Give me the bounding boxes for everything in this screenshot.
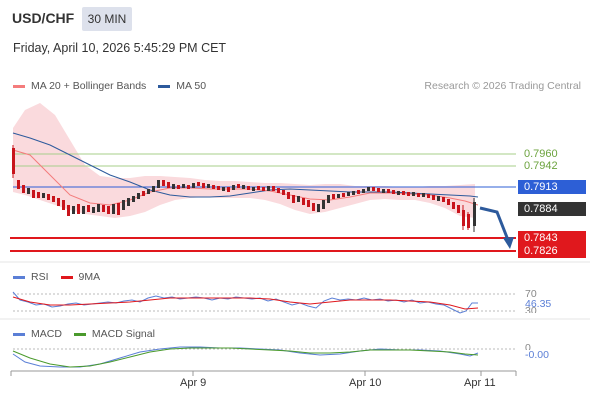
x-label-apr9: Apr 9 <box>180 377 207 389</box>
forecast-arrow <box>479 206 510 241</box>
x-label-apr10: Apr 10 <box>349 377 382 389</box>
legend-item-macd: MACD <box>13 328 62 340</box>
rsi-level-70-label: 70 <box>525 288 537 300</box>
legend-label: MA 50 <box>176 80 207 92</box>
legend-label: MA 20 + Bollinger Bands <box>31 80 147 92</box>
macd-swatch <box>13 332 25 336</box>
ma20-swatch <box>13 84 25 88</box>
legend-item-rsi: RSI <box>13 271 49 283</box>
last-price-tag: 0.7884 <box>518 202 586 216</box>
9ma-swatch <box>60 275 73 279</box>
macd-legend: MACD MACD Signal <box>13 328 167 340</box>
ma50-swatch <box>158 84 171 88</box>
rsi-legend: RSI 9MA <box>13 271 112 283</box>
legend-label: MACD <box>31 328 62 340</box>
timestamp: Friday, April 10, 2026 5:45:29 PM CET <box>13 41 227 55</box>
legend-label: RSI <box>31 271 49 283</box>
resistance-2-label: 0.7960 <box>524 148 558 160</box>
candles <box>12 145 476 232</box>
rsi-9ma-line <box>12 296 479 310</box>
research-credit: Research © 2026 Trading Central <box>424 80 581 92</box>
support-1-tag: 0.7843 <box>518 231 586 245</box>
rsi-line <box>12 291 478 314</box>
legend-item-ma50: MA 50 <box>158 80 206 92</box>
macd-zero-label: 0 <box>525 343 531 350</box>
forecast-arrowhead <box>503 237 514 249</box>
legend-label: MACD Signal <box>91 328 155 340</box>
macd-signal-line <box>12 347 479 368</box>
rsi-level-30-label: 30 <box>525 307 537 313</box>
resistance-1-label: 0.7942 <box>524 160 558 172</box>
legend-label: 9MA <box>78 271 101 283</box>
support-2-tag: 0.7826 <box>518 244 586 258</box>
legend-item-macd-signal: MACD Signal <box>73 328 155 340</box>
macd-signal-swatch <box>73 332 86 336</box>
rsi-value: 46.35 <box>525 298 552 310</box>
pivot-tag: 0.7913 <box>518 180 586 194</box>
legend-item-ma20: MA 20 + Bollinger Bands <box>13 80 146 92</box>
x-label-apr11: Apr 11 <box>464 377 496 389</box>
main-legend: MA 20 + Bollinger Bands MA 50 <box>13 80 218 92</box>
legend-item-9ma: 9MA <box>60 271 101 283</box>
timeframe-badge[interactable]: 30 MIN <box>82 7 132 31</box>
symbol-title: USD/CHF <box>12 10 75 26</box>
bollinger-band <box>13 103 475 218</box>
macd-value: -0.00 <box>525 349 549 361</box>
rsi-swatch <box>13 275 25 279</box>
